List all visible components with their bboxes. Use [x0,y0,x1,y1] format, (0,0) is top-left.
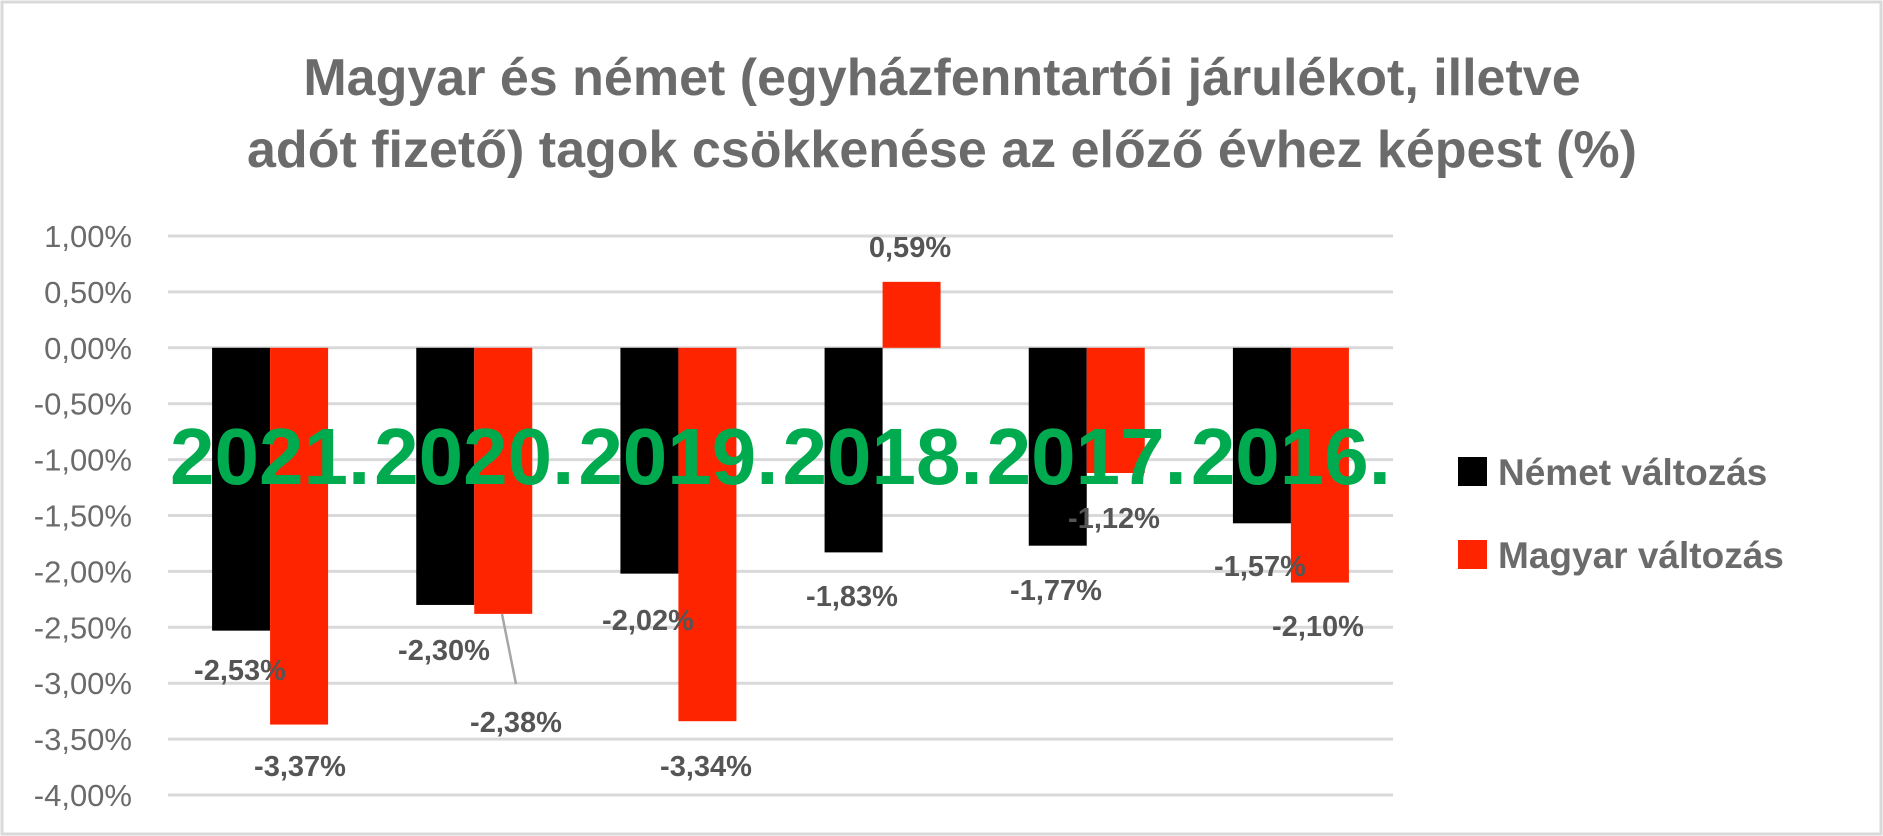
category-label: 2020. [374,412,574,501]
bar-magyar-2021 [270,347,329,725]
category-label: 2018. [782,412,982,501]
bar-nemet-2020 [416,347,475,605]
data-label: -1,12% [1068,503,1160,535]
legend-label: Magyar változás [1498,535,1784,576]
y-tick-label: -2,50% [34,610,132,645]
y-tick-label: -0,50% [34,387,132,422]
y-tick-label: -2,00% [34,554,132,589]
data-label: -1,57% [1214,551,1306,583]
chart-title-line-1: Magyar és német (egyházfenntartói járulé… [303,49,1580,107]
bar-magyar-2020 [474,347,533,614]
bar-nemet-2021 [212,347,271,631]
chart-title-line-2: adót fizető) tagok csökkenése az előző é… [247,121,1637,179]
data-label: -3,34% [660,751,752,783]
data-label: -1,83% [806,581,898,613]
data-label: -2,30% [398,635,490,667]
bar-nemet-2017 [1028,347,1087,546]
legend-label: Német változás [1498,452,1767,493]
data-label: -2,10% [1272,611,1364,643]
data-label: -2,38% [470,707,562,739]
y-tick-label: 1,00% [44,219,132,254]
bar-nemet-2016 [1232,347,1291,524]
bar-magyar-2018 [882,281,941,348]
data-label: -2,02% [602,605,694,637]
y-tick-label: 0,50% [44,275,132,310]
legend-swatch [1458,540,1487,569]
category-label: 2016. [1191,412,1391,501]
y-tick-label: -3,50% [34,722,132,757]
legend-swatch [1458,457,1487,486]
data-label: -3,37% [254,751,346,783]
y-tick-label: -1,50% [34,499,132,534]
y-tick-label: 0,00% [44,331,132,366]
leader-line [500,613,518,685]
bar-magyar-2017 [1086,347,1145,474]
data-label: -2,53% [194,655,286,687]
bar-nemet-2018 [824,347,883,553]
bar-magyar-2016 [1290,347,1349,583]
category-label: 2019. [578,412,778,501]
data-label: -1,77% [1010,575,1102,607]
bar-nemet-2019 [620,347,679,574]
category-label: 2021. [170,412,370,501]
y-tick-label: -3,00% [34,666,132,701]
data-label: 0,59% [869,232,951,264]
category-label: 2017. [987,412,1187,501]
bar-magyar-2019 [678,347,737,722]
y-tick-label: -1,00% [34,443,132,478]
y-tick-label: -4,00% [34,778,132,813]
